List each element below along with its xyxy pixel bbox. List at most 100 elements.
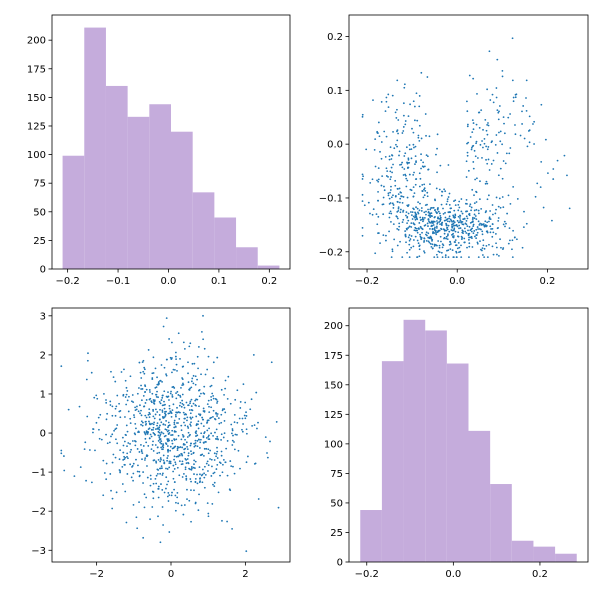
scatter-point — [453, 241, 456, 243]
histogram-bar — [171, 131, 193, 269]
scatter-point — [140, 388, 143, 390]
scatter-point — [176, 491, 179, 494]
scatter-point — [246, 455, 249, 458]
scatter-point — [453, 221, 456, 224]
scatter-point — [156, 411, 159, 413]
scatter-point — [511, 239, 514, 242]
scatter-point — [176, 411, 179, 414]
scatter-point — [486, 256, 489, 259]
scatter-point — [438, 212, 441, 215]
scatter-point — [135, 408, 138, 411]
scatter-point — [171, 395, 174, 398]
scatter-point — [430, 212, 433, 214]
scatter-point — [446, 200, 449, 203]
scatter-point — [525, 222, 528, 225]
scatter-point — [92, 431, 94, 434]
scatter-point — [167, 449, 169, 452]
scatter-point — [149, 413, 151, 415]
scatter-point — [427, 208, 429, 211]
scatter-point — [377, 190, 379, 193]
scatter-point — [471, 131, 474, 134]
scatter-point — [511, 248, 513, 251]
scatter-point — [408, 161, 411, 164]
scatter-point — [406, 216, 409, 219]
scatter-point — [173, 458, 175, 461]
scatter-point — [477, 228, 479, 230]
scatter-point — [142, 394, 145, 397]
scatter-point — [203, 432, 206, 435]
scatter-point — [481, 223, 484, 226]
scatter-point — [170, 358, 173, 361]
scatter-point — [157, 458, 160, 461]
scatter-point — [495, 134, 498, 136]
scatter-point — [437, 207, 439, 209]
scatter-point — [420, 153, 422, 156]
scatter-point — [203, 447, 206, 450]
scatter-point — [519, 134, 522, 137]
scatter-point — [215, 412, 218, 415]
scatter-point — [132, 462, 135, 465]
scatter-point — [409, 103, 411, 106]
scatter-point — [224, 387, 227, 390]
scatter-point — [397, 228, 400, 231]
scatter-point — [413, 146, 415, 149]
scatter-point — [162, 325, 165, 328]
scatter-point — [129, 422, 132, 424]
scatter-point — [197, 509, 200, 512]
y-tick-label: 0.1 — [327, 86, 343, 97]
scatter-point — [212, 377, 215, 379]
scatter-point — [202, 425, 205, 428]
scatter-point — [393, 238, 396, 241]
scatter-point — [459, 217, 461, 219]
scatter-point — [462, 218, 465, 220]
scatter-point — [385, 234, 387, 237]
histogram-bar — [468, 430, 491, 562]
scatter-point — [173, 488, 175, 491]
scatter-point — [158, 414, 161, 416]
scatter-point — [389, 170, 392, 173]
scatter-point — [398, 222, 401, 225]
scatter-point — [406, 222, 408, 224]
scatter-point — [149, 518, 151, 521]
scatter-point — [190, 405, 193, 408]
scatter-point — [207, 515, 210, 518]
scatter-point — [174, 430, 177, 433]
scatter-point — [431, 247, 434, 250]
scatter-point — [512, 96, 515, 99]
scatter-point — [412, 239, 415, 241]
scatter-point — [233, 448, 236, 451]
scatter-point — [402, 174, 405, 176]
scatter-point — [96, 397, 99, 400]
scatter-point — [226, 397, 229, 400]
scatter-point — [381, 203, 384, 206]
scatter-point — [414, 145, 417, 148]
scatter-point — [127, 442, 130, 444]
scatter-point — [73, 475, 76, 478]
scatter-point — [132, 503, 135, 506]
scatter-point — [177, 332, 180, 335]
scatter-point — [130, 400, 133, 403]
scatter-point — [435, 153, 437, 156]
scatter-point — [186, 436, 189, 438]
scatter-point — [233, 421, 236, 424]
scatter-point — [361, 193, 364, 196]
scatter-point — [172, 464, 175, 467]
scatter-point — [462, 230, 464, 233]
scatter-point — [451, 220, 454, 223]
scatter-point — [168, 466, 171, 469]
scatter-point — [434, 229, 437, 232]
scatter-point — [423, 237, 426, 240]
scatter-point — [417, 242, 420, 245]
scatter-point — [116, 394, 119, 397]
scatter-point — [105, 462, 108, 465]
scatter-point — [479, 240, 481, 242]
scatter-point — [425, 213, 427, 216]
scatter-point — [158, 418, 161, 421]
scatter-point — [488, 169, 491, 171]
scatter-point — [536, 182, 539, 185]
scatter-point — [459, 215, 462, 217]
scatter-point — [499, 206, 502, 209]
scatter-point — [132, 472, 135, 475]
scatter-point — [527, 130, 530, 132]
scatter-point — [174, 461, 177, 464]
